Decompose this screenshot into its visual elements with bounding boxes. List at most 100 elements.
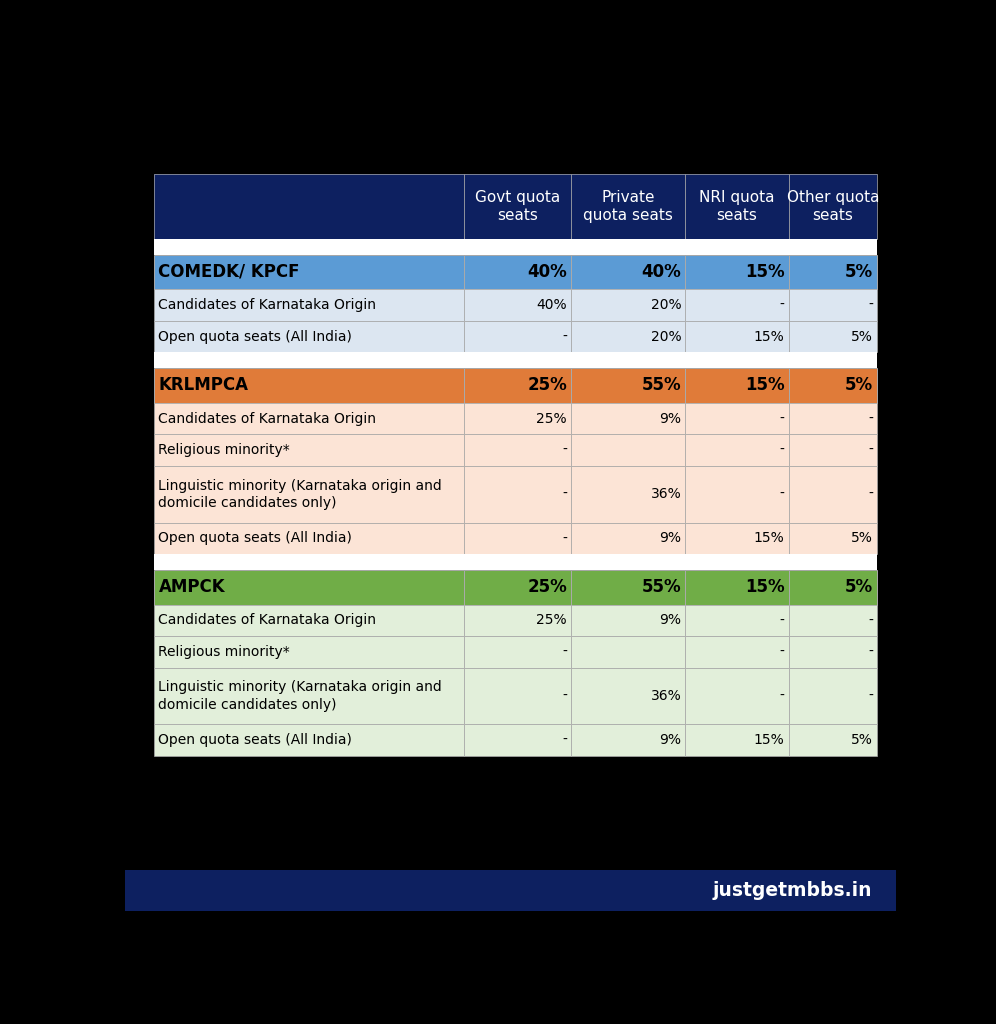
FancyBboxPatch shape bbox=[153, 255, 464, 289]
Text: 40%: 40% bbox=[536, 298, 567, 312]
Text: 9%: 9% bbox=[659, 412, 681, 426]
Text: Open quota seats (All India): Open quota seats (All India) bbox=[158, 330, 353, 344]
FancyBboxPatch shape bbox=[685, 636, 789, 668]
FancyBboxPatch shape bbox=[464, 368, 571, 402]
Text: Religious minority*: Religious minority* bbox=[158, 645, 290, 659]
Text: Other quota
seats: Other quota seats bbox=[787, 189, 879, 223]
Text: -: - bbox=[869, 613, 873, 628]
Text: -: - bbox=[780, 613, 785, 628]
Text: -: - bbox=[562, 689, 567, 703]
Text: 36%: 36% bbox=[650, 487, 681, 502]
FancyBboxPatch shape bbox=[571, 636, 685, 668]
Text: 25%: 25% bbox=[527, 579, 567, 596]
FancyBboxPatch shape bbox=[464, 636, 571, 668]
Text: Open quota seats (All India): Open quota seats (All India) bbox=[158, 531, 353, 546]
FancyBboxPatch shape bbox=[571, 368, 685, 402]
FancyBboxPatch shape bbox=[685, 368, 789, 402]
FancyBboxPatch shape bbox=[153, 402, 464, 434]
Text: -: - bbox=[562, 443, 567, 457]
FancyBboxPatch shape bbox=[153, 321, 464, 352]
FancyBboxPatch shape bbox=[153, 174, 877, 239]
Text: Linguistic minority (Karnataka origin and
domicile candidates only): Linguistic minority (Karnataka origin an… bbox=[158, 478, 442, 510]
FancyBboxPatch shape bbox=[153, 668, 464, 725]
Text: -: - bbox=[780, 645, 785, 659]
FancyBboxPatch shape bbox=[685, 289, 789, 321]
FancyBboxPatch shape bbox=[789, 402, 877, 434]
Text: -: - bbox=[562, 487, 567, 502]
FancyBboxPatch shape bbox=[685, 255, 789, 289]
FancyBboxPatch shape bbox=[153, 466, 464, 522]
Text: Candidates of Karnataka Origin: Candidates of Karnataka Origin bbox=[158, 412, 376, 426]
Text: 5%: 5% bbox=[852, 733, 873, 748]
FancyBboxPatch shape bbox=[571, 174, 685, 239]
FancyBboxPatch shape bbox=[464, 434, 571, 466]
FancyBboxPatch shape bbox=[153, 522, 464, 554]
Text: 40%: 40% bbox=[641, 263, 681, 281]
FancyBboxPatch shape bbox=[464, 174, 571, 239]
Text: -: - bbox=[869, 443, 873, 457]
FancyBboxPatch shape bbox=[789, 668, 877, 725]
Text: NRI quota
seats: NRI quota seats bbox=[699, 189, 775, 223]
Text: 15%: 15% bbox=[754, 531, 785, 546]
Text: -: - bbox=[780, 412, 785, 426]
FancyBboxPatch shape bbox=[153, 289, 464, 321]
FancyBboxPatch shape bbox=[685, 402, 789, 434]
FancyBboxPatch shape bbox=[789, 466, 877, 522]
Text: -: - bbox=[562, 645, 567, 659]
FancyBboxPatch shape bbox=[464, 522, 571, 554]
FancyBboxPatch shape bbox=[571, 604, 685, 636]
FancyBboxPatch shape bbox=[153, 352, 877, 368]
FancyBboxPatch shape bbox=[464, 668, 571, 725]
FancyBboxPatch shape bbox=[789, 522, 877, 554]
Text: 40%: 40% bbox=[527, 263, 567, 281]
Text: Candidates of Karnataka Origin: Candidates of Karnataka Origin bbox=[158, 613, 376, 628]
FancyBboxPatch shape bbox=[464, 402, 571, 434]
Text: 25%: 25% bbox=[536, 613, 567, 628]
FancyBboxPatch shape bbox=[153, 636, 464, 668]
FancyBboxPatch shape bbox=[685, 434, 789, 466]
FancyBboxPatch shape bbox=[571, 321, 685, 352]
Text: 25%: 25% bbox=[536, 412, 567, 426]
FancyBboxPatch shape bbox=[571, 434, 685, 466]
FancyBboxPatch shape bbox=[464, 321, 571, 352]
Text: 9%: 9% bbox=[659, 531, 681, 546]
Text: Govt quota
seats: Govt quota seats bbox=[475, 189, 560, 223]
Text: 15%: 15% bbox=[745, 263, 785, 281]
FancyBboxPatch shape bbox=[153, 570, 464, 604]
FancyBboxPatch shape bbox=[464, 466, 571, 522]
Text: 55%: 55% bbox=[641, 377, 681, 394]
Text: -: - bbox=[869, 487, 873, 502]
Text: -: - bbox=[562, 330, 567, 344]
FancyBboxPatch shape bbox=[571, 522, 685, 554]
Text: 9%: 9% bbox=[659, 613, 681, 628]
Text: 36%: 36% bbox=[650, 689, 681, 703]
FancyBboxPatch shape bbox=[571, 725, 685, 756]
FancyBboxPatch shape bbox=[153, 368, 464, 402]
FancyBboxPatch shape bbox=[124, 870, 896, 911]
FancyBboxPatch shape bbox=[685, 668, 789, 725]
FancyBboxPatch shape bbox=[685, 604, 789, 636]
FancyBboxPatch shape bbox=[153, 239, 877, 255]
FancyBboxPatch shape bbox=[685, 321, 789, 352]
FancyBboxPatch shape bbox=[685, 725, 789, 756]
Text: -: - bbox=[780, 298, 785, 312]
FancyBboxPatch shape bbox=[571, 255, 685, 289]
Text: Religious minority*: Religious minority* bbox=[158, 443, 290, 457]
Text: -: - bbox=[780, 689, 785, 703]
Text: -: - bbox=[780, 443, 785, 457]
Text: 55%: 55% bbox=[641, 579, 681, 596]
FancyBboxPatch shape bbox=[789, 636, 877, 668]
FancyBboxPatch shape bbox=[464, 570, 571, 604]
FancyBboxPatch shape bbox=[789, 434, 877, 466]
FancyBboxPatch shape bbox=[789, 174, 877, 239]
FancyBboxPatch shape bbox=[789, 321, 877, 352]
Text: 5%: 5% bbox=[846, 263, 873, 281]
FancyBboxPatch shape bbox=[789, 725, 877, 756]
FancyBboxPatch shape bbox=[789, 289, 877, 321]
FancyBboxPatch shape bbox=[153, 554, 877, 570]
FancyBboxPatch shape bbox=[464, 255, 571, 289]
Text: justgetmbbs.in: justgetmbbs.in bbox=[712, 882, 872, 900]
Text: 20%: 20% bbox=[650, 330, 681, 344]
FancyBboxPatch shape bbox=[685, 174, 789, 239]
Text: 5%: 5% bbox=[846, 377, 873, 394]
